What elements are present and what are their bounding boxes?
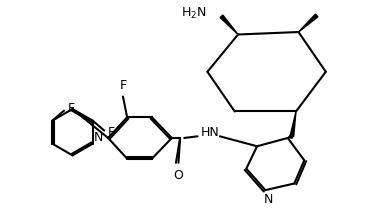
- Polygon shape: [288, 135, 292, 138]
- Polygon shape: [290, 111, 296, 137]
- Text: O: O: [174, 169, 183, 182]
- Text: HN: HN: [200, 126, 219, 139]
- Text: F: F: [119, 79, 126, 92]
- Text: N: N: [264, 193, 273, 206]
- Polygon shape: [220, 15, 238, 34]
- Text: F: F: [108, 126, 115, 139]
- Text: F: F: [67, 102, 74, 116]
- Polygon shape: [298, 14, 318, 32]
- Text: N: N: [94, 131, 103, 145]
- Text: H$_2$N: H$_2$N: [181, 5, 207, 20]
